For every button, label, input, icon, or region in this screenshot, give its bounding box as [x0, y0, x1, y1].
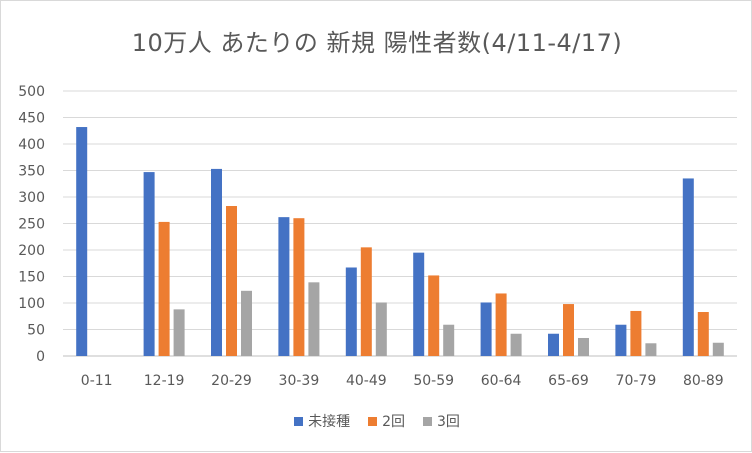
bar-2-60-64: [495, 293, 507, 356]
chart-legend: 未接種 2回 3回: [1, 411, 752, 431]
bar-2-65-69: [563, 304, 574, 356]
bar-3-50-59: [443, 324, 455, 356]
bar-1-20-29: [211, 168, 222, 356]
legend-label: 3回: [437, 414, 460, 430]
bar-1-80-89: [682, 178, 694, 356]
bar-1-30-39: [278, 217, 290, 356]
bar-2-40-49: [360, 247, 372, 356]
legend-item-1: 未接種: [294, 411, 350, 431]
x-tick-label: 12-19: [144, 373, 185, 389]
y-tick-label: 100: [18, 296, 45, 312]
bar-3-40-49: [375, 302, 387, 356]
bar-1-65-69: [548, 333, 559, 356]
bar-3-12-19: [173, 309, 185, 356]
bar-2-20-29: [226, 206, 237, 356]
y-tick-label: 500: [18, 84, 45, 100]
legend-swatch: [294, 416, 304, 426]
bar-3-80-89: [712, 342, 724, 356]
bar-3-30-39: [308, 282, 320, 356]
legend-label: 未接種: [308, 414, 351, 430]
bar-3-60-64: [510, 333, 522, 356]
bar-3-65-69: [578, 337, 589, 356]
x-tick-label: 60-64: [481, 373, 522, 389]
legend-item-3: 3回: [423, 411, 460, 431]
x-tick-label: 40-49: [346, 373, 387, 389]
legend-label: 2回: [382, 414, 405, 430]
bar-3-20-29: [241, 290, 252, 356]
bar-2-30-39: [293, 218, 305, 356]
y-tick-label: 350: [18, 164, 45, 180]
bar-3-70-79: [645, 343, 657, 356]
y-tick-label: 50: [27, 323, 45, 339]
x-tick-label: 80-89: [683, 373, 724, 389]
bar-2-50-59: [428, 275, 440, 356]
y-tick-label: 150: [18, 270, 45, 286]
bar-2-12-19: [158, 221, 170, 356]
bar-1-12-19: [143, 172, 155, 356]
x-tick-label: 20-29: [211, 373, 252, 389]
legend-swatch: [423, 416, 432, 426]
bar-2-80-89: [697, 312, 709, 356]
bar-1-60-64: [480, 302, 492, 356]
chart-title: 10万人 あたりの 新規 陽性者数(4/11-4/17): [131, 29, 623, 57]
x-tick-label: 30-39: [279, 373, 320, 389]
y-tick-label: 200: [18, 243, 45, 259]
bar-2-70-79: [630, 310, 642, 356]
legend-item-2: 2回: [368, 411, 405, 431]
legend-swatch: [368, 416, 378, 426]
x-tick-label: 70-79: [616, 373, 657, 389]
x-tick-label: 65-69: [548, 373, 589, 389]
y-tick-label: 250: [18, 217, 45, 233]
bar-1-50-59: [413, 252, 425, 356]
bar-1-40-49: [345, 267, 357, 356]
x-tick-label: 50-59: [413, 373, 454, 389]
bar-1-0-11: [76, 127, 88, 356]
y-tick-label: 400: [18, 137, 45, 153]
y-tick-label: 450: [18, 111, 45, 127]
bar-1-70-79: [615, 324, 627, 356]
y-tick-label: 0: [36, 349, 45, 365]
y-tick-label: 300: [18, 190, 45, 206]
x-tick-label: 0-11: [81, 373, 113, 389]
